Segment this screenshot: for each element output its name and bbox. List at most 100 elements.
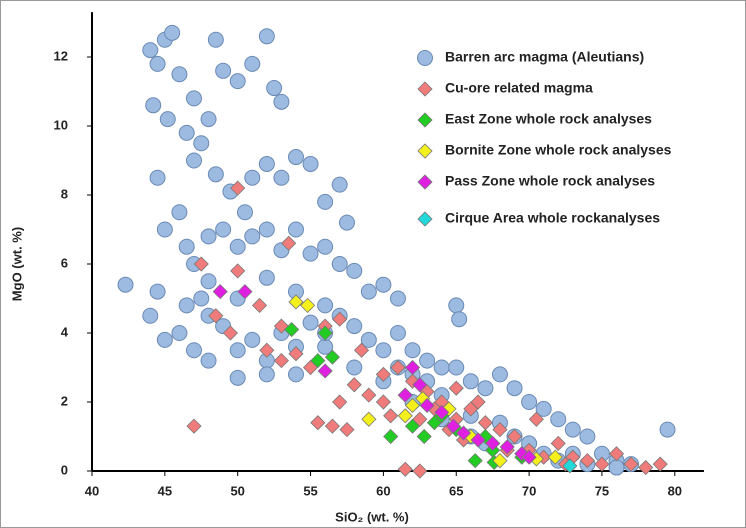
point (258, 28, 275, 45)
point (652, 456, 668, 472)
point (302, 314, 319, 331)
legend-box (405, 38, 743, 232)
x-tick-label: 65 (449, 483, 463, 498)
point (258, 366, 275, 383)
point (164, 24, 181, 41)
point (397, 387, 413, 403)
y-tick-label: 6 (61, 255, 68, 270)
point (550, 411, 567, 428)
point (178, 124, 195, 141)
point (317, 238, 334, 255)
point (448, 359, 465, 376)
y-tick-label: 8 (61, 186, 68, 201)
point (300, 297, 316, 313)
point (171, 204, 188, 221)
point (506, 380, 523, 397)
legend-marker (417, 174, 433, 190)
point (448, 380, 464, 396)
y-tick-label: 12 (54, 48, 68, 63)
point (470, 432, 486, 448)
point (258, 155, 275, 172)
point (159, 111, 176, 128)
point (332, 394, 348, 410)
point (638, 459, 654, 476)
point (244, 169, 261, 186)
point (404, 397, 421, 414)
x-tick-label: 45 (158, 483, 172, 498)
point (244, 228, 261, 245)
point (433, 359, 450, 376)
point (467, 453, 483, 469)
point (258, 269, 275, 286)
point (346, 377, 362, 393)
point (185, 90, 202, 107)
point (404, 359, 421, 376)
point (149, 55, 166, 72)
point (506, 428, 523, 445)
point (375, 366, 391, 382)
point (535, 400, 552, 417)
x-tick-label: 70 (522, 483, 536, 498)
point (208, 308, 224, 324)
point (171, 66, 188, 83)
point (185, 342, 202, 359)
point (200, 228, 217, 245)
point (412, 377, 428, 393)
x-tick-label: 55 (303, 483, 317, 498)
point (215, 221, 232, 238)
point (404, 418, 421, 434)
point (156, 331, 173, 348)
point (200, 111, 217, 128)
point (287, 366, 304, 383)
point (499, 439, 515, 455)
point (491, 366, 508, 383)
point (383, 408, 399, 424)
point (470, 394, 486, 410)
point (207, 31, 224, 48)
y-tick-label: 0 (61, 462, 68, 477)
point (273, 353, 289, 369)
point (230, 263, 246, 279)
point (145, 97, 162, 114)
point (149, 169, 166, 186)
point (608, 446, 625, 462)
legend-marker (417, 143, 433, 159)
point (149, 283, 166, 300)
point (404, 342, 421, 359)
point (230, 180, 246, 196)
point (229, 73, 246, 90)
legend-label: Barren arc magma (Aleutians) (445, 49, 644, 65)
point (178, 238, 195, 255)
point (445, 418, 461, 434)
point (451, 311, 468, 328)
point (492, 453, 508, 469)
x-tick-label: 60 (376, 483, 390, 498)
point (266, 80, 283, 97)
point (397, 408, 413, 424)
point (193, 256, 209, 272)
legend-label: Cu-ore related magma (445, 80, 593, 96)
point (412, 463, 428, 479)
point (397, 461, 413, 477)
point (171, 325, 188, 341)
point (273, 169, 290, 186)
point (623, 456, 639, 472)
point (331, 176, 348, 193)
point (416, 428, 432, 445)
point (383, 428, 399, 445)
point (281, 235, 297, 251)
point (659, 421, 676, 438)
point (608, 459, 625, 476)
point (229, 238, 246, 255)
x-tick-label: 80 (668, 483, 682, 498)
point (346, 318, 363, 335)
point (288, 346, 304, 362)
legend-label: Bornite Zone whole rock analyses (445, 142, 672, 158)
y-axis-label: MgO (wt. %) (9, 227, 24, 301)
point (339, 422, 355, 438)
point (564, 421, 581, 438)
point (492, 422, 508, 438)
y-tick-label: 2 (61, 393, 68, 408)
point (361, 411, 377, 427)
